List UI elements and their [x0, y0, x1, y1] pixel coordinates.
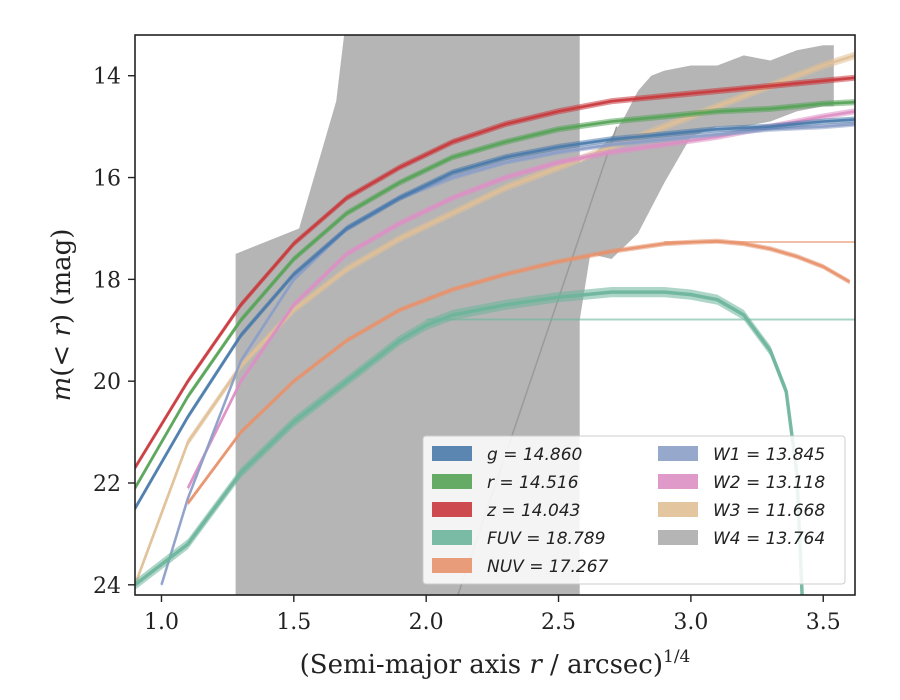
y-tick-label: 16: [93, 167, 121, 192]
legend-swatch-FUV: [432, 530, 472, 545]
y-tick-label: 14: [93, 65, 121, 90]
series-line-FUV: [135, 290, 804, 595]
series-line-W1: [160, 122, 855, 586]
legend-swatch-NUV: [432, 558, 472, 573]
y-tick-label: 18: [93, 268, 121, 293]
legend-swatch-r: [432, 474, 472, 489]
x-axis-label: (Semi-major axis r / arcsec)1/4: [300, 647, 691, 680]
legend-label-W1: W1 = 13.845: [713, 445, 825, 465]
plot-area: [135, 35, 855, 595]
legend-label-r: r = 14.516: [487, 473, 579, 493]
y-tick-label: 20: [93, 370, 121, 395]
legend-label-W4: W4 = 13.764: [713, 529, 825, 549]
series-line-g: [135, 118, 855, 510]
axis-ticks: 1.0 1.5 2.0 2.5 3.0 3.5 14 16 18 20 22 24: [93, 65, 841, 635]
series-line-r: [135, 100, 855, 489]
y-tick-label: 24: [93, 574, 121, 599]
legend-swatch-W4: [658, 530, 698, 545]
legend-box: [422, 435, 846, 585]
legend-label-FUV: FUV = 18.789: [487, 529, 605, 549]
legend-swatch-W1: [658, 446, 698, 461]
legend-label-W2: W2 = 13.118: [713, 473, 825, 493]
legend-swatch-W3: [658, 502, 698, 517]
x-tick-label: 3.0: [673, 610, 708, 635]
legend-label-z: z = 14.043: [486, 501, 580, 521]
x-tick-label: 2.5: [541, 610, 576, 635]
plot-frame: [134, 34, 856, 596]
y-tick-label: 22: [93, 472, 121, 497]
x-tick-label: 2.0: [409, 610, 444, 635]
series-line-NUV: [186, 239, 851, 505]
x-tick-label: 1.0: [144, 610, 179, 635]
series-line-W3: [135, 54, 855, 586]
x-tick-label: 3.5: [806, 610, 841, 635]
legend: g = 14.860 r = 14.516 z = 14.043 FUV = 18.7…: [422, 435, 846, 585]
legend-label-NUV: NUV = 17.267: [487, 557, 609, 577]
legend-swatch-z: [432, 502, 472, 517]
legend-label-W3: W3 = 11.668: [713, 501, 825, 521]
series-line-z: [135, 76, 855, 469]
y-axis-label: m(< r) (mag): [47, 229, 77, 402]
legend-swatch-g: [432, 446, 472, 461]
legend-swatch-W2: [658, 474, 698, 489]
legend-label-g: g = 14.860: [487, 445, 582, 465]
x-tick-label: 1.5: [276, 610, 311, 635]
